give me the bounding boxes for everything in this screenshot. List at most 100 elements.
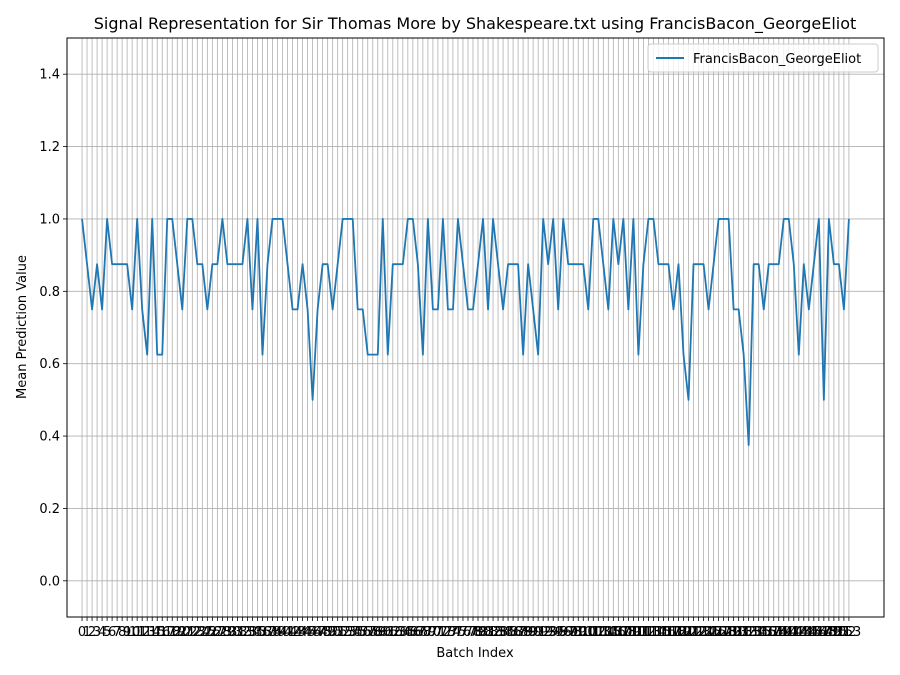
x-tick-label: 149	[816, 625, 841, 640]
data-point	[367, 354, 369, 356]
data-point	[342, 218, 344, 220]
x-tick-label: 31	[229, 625, 246, 640]
data-point	[617, 263, 619, 265]
data-point	[763, 309, 765, 311]
data-point	[422, 354, 424, 356]
data-point	[282, 218, 284, 220]
data-point	[582, 263, 584, 265]
data-point	[738, 309, 740, 311]
data-point	[216, 263, 218, 265]
x-tick-label: 124	[691, 625, 716, 640]
data-point	[592, 218, 594, 220]
x-tick-label: 73	[440, 625, 457, 640]
data-point	[442, 218, 444, 220]
x-tick-label: 128	[711, 625, 736, 640]
x-tick-label: 145	[796, 625, 821, 640]
x-tick-label: 107	[606, 625, 631, 640]
x-tick-label: 141	[776, 625, 801, 640]
x-tick-label: 96	[555, 625, 572, 640]
data-point	[156, 354, 158, 356]
x-tick-label: 127	[706, 625, 731, 640]
x-tick-label: 138	[761, 625, 786, 640]
x-tick-label: 59	[369, 625, 386, 640]
data-point	[387, 354, 389, 356]
data-point	[768, 263, 770, 265]
x-tick-label: 8	[118, 625, 126, 640]
x-tick-label: 123	[686, 625, 711, 640]
x-tick-label: 144	[791, 625, 816, 640]
x-tick-label: 28	[214, 625, 231, 640]
data-point	[186, 218, 188, 220]
data-point	[743, 354, 745, 356]
x-tick-label: 71	[430, 625, 447, 640]
x-tick-label: 70	[425, 625, 442, 640]
y-tick-label: 0.6	[39, 357, 60, 372]
x-tick-label: 14	[144, 625, 161, 640]
data-point	[653, 218, 655, 220]
x-tick-label: 42	[284, 625, 301, 640]
data-point	[242, 263, 244, 265]
x-tick-label: 150	[821, 625, 846, 640]
data-point	[507, 263, 509, 265]
data-point	[272, 218, 274, 220]
data-point	[703, 263, 705, 265]
data-point	[372, 354, 374, 356]
data-point	[417, 263, 419, 265]
x-tick-label: 32	[234, 625, 251, 640]
x-tick-label: 9	[123, 625, 131, 640]
data-point	[196, 263, 198, 265]
legend-box	[647, 43, 879, 73]
x-tick-label: 40	[274, 625, 291, 640]
data-point	[412, 218, 414, 220]
x-tick-label: 53	[339, 625, 356, 640]
x-tick-label: 95	[550, 625, 567, 640]
data-point	[632, 218, 634, 220]
x-tick-label: 22	[184, 625, 201, 640]
x-tick-label: 121	[676, 625, 701, 640]
y-tick-label: 0.8	[39, 285, 60, 300]
x-tick-label: 43	[289, 625, 306, 640]
data-point	[833, 263, 835, 265]
data-point	[432, 309, 434, 311]
x-tick-label: 23	[189, 625, 206, 640]
data-point	[602, 263, 604, 265]
data-point	[201, 263, 203, 265]
x-tick-label: 27	[209, 625, 226, 640]
data-point	[562, 218, 564, 220]
data-point	[377, 354, 379, 356]
x-tick-label: 62	[385, 625, 402, 640]
data-point	[226, 263, 228, 265]
data-point	[793, 263, 795, 265]
data-point	[577, 263, 579, 265]
x-tick-label: 86	[505, 625, 522, 640]
x-tick-label: 147	[806, 625, 831, 640]
data-point	[171, 218, 173, 220]
x-tick-label: 19	[169, 625, 186, 640]
data-point	[106, 218, 108, 220]
x-tick-label: 52	[334, 625, 351, 640]
x-tick-label: 88	[515, 625, 532, 640]
x-tick-label: 12	[134, 625, 151, 640]
data-point	[683, 354, 685, 356]
x-tick-label: 37	[259, 625, 276, 640]
data-point	[126, 263, 128, 265]
data-point	[146, 354, 148, 356]
x-axis-ticks: 0123456789101112131415161718192021222324…	[78, 617, 861, 640]
x-tick-label: 58	[364, 625, 381, 640]
data-point	[783, 218, 785, 220]
data-point	[252, 309, 254, 311]
x-tick-label: 16	[154, 625, 171, 640]
data-point	[572, 263, 574, 265]
x-tick-label: 38	[264, 625, 281, 640]
series-line-francisbacon-georgeeliot	[81, 218, 850, 447]
chart-title: Signal Representation for Sir Thomas Mor…	[94, 14, 857, 34]
data-point	[612, 218, 614, 220]
x-tick-label: 76	[455, 625, 472, 640]
x-tick-label: 56	[354, 625, 371, 640]
x-tick-label: 67	[410, 625, 427, 640]
data-point	[121, 263, 123, 265]
x-tick-label: 30	[224, 625, 241, 640]
x-tick-label: 130	[721, 625, 746, 640]
x-tick-label: 81	[480, 625, 497, 640]
